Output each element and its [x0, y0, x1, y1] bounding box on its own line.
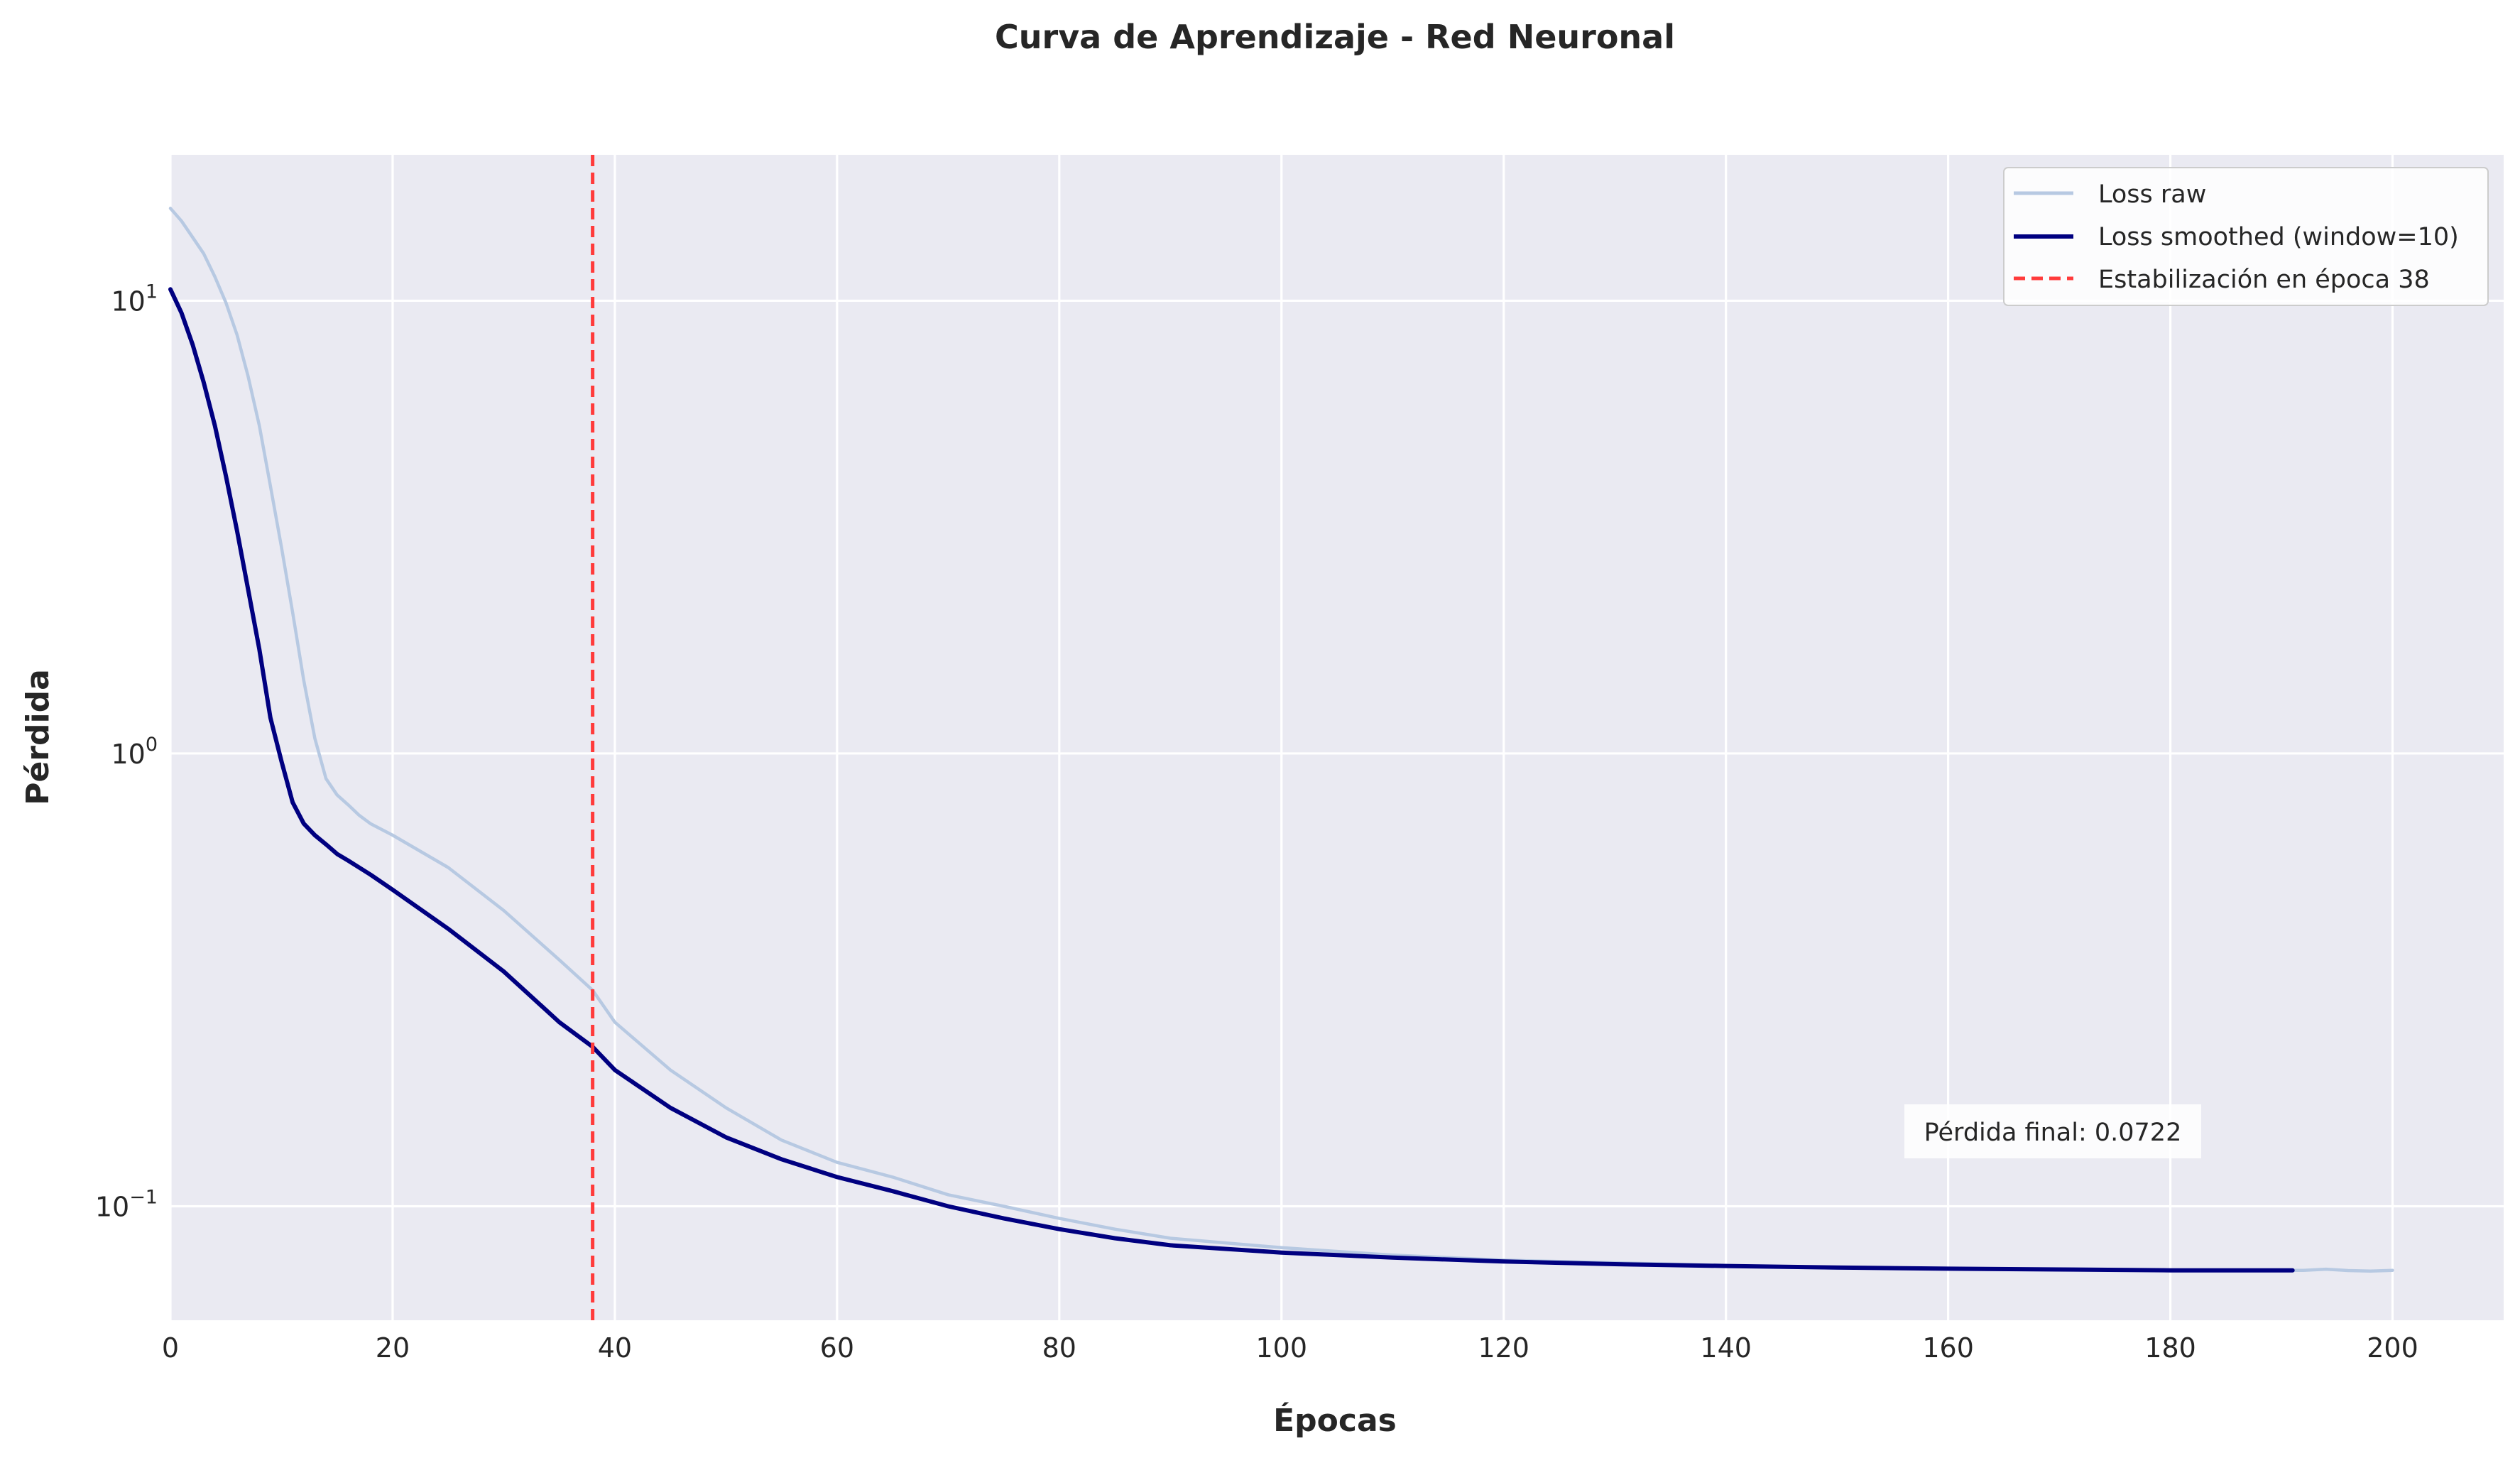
x-tick-label: 200: [2367, 1332, 2418, 1364]
x-tick-label: 120: [1478, 1332, 1529, 1364]
x-tick-label: 140: [1700, 1332, 1752, 1364]
x-tick-label: 180: [2144, 1332, 2196, 1364]
x-tick-label: 100: [1255, 1332, 1307, 1364]
tick-layer: 0 20 40 60 80 100 120 140 160 180 200 101 100 10−1: [95, 281, 2418, 1364]
chart-title: Curva de Aprendizaje - Red Neuronal: [995, 18, 1675, 56]
grid-layer: [169, 155, 2504, 1320]
y-tick-label: 10−1: [95, 1186, 158, 1222]
series-line-smoothed: [168, 287, 2295, 1273]
legend-label-smoothed: Loss smoothed (window=10): [2098, 223, 2459, 251]
y-tick-label: 100: [111, 734, 158, 770]
x-tick-label: 40: [598, 1332, 632, 1364]
final-loss-annotation: Pérdida final: 0.0722: [1904, 1104, 2201, 1158]
x-tick-label: 160: [1922, 1332, 1974, 1364]
legend: Loss raw Loss smoothed (window=10) Estab…: [2003, 167, 2489, 306]
x-tick-label: 0: [162, 1332, 179, 1364]
annotation-text: Pérdida final: 0.0722: [1924, 1119, 2182, 1147]
y-axis-label: Pérdida: [20, 669, 56, 805]
x-tick-label: 80: [1042, 1332, 1076, 1364]
legend-label-raw: Loss raw: [2098, 180, 2206, 209]
legend-box: [2003, 167, 2489, 306]
x-axis-label: Épocas: [1273, 1401, 1397, 1439]
x-tick-label: 20: [376, 1332, 410, 1364]
legend-label-vline: Estabilización en época 38: [2098, 266, 2430, 294]
series-layer: [168, 207, 2394, 1273]
x-tick-label: 60: [820, 1332, 854, 1364]
y-tick-label: 101: [111, 281, 158, 317]
annotation-box: [1904, 1104, 2201, 1158]
